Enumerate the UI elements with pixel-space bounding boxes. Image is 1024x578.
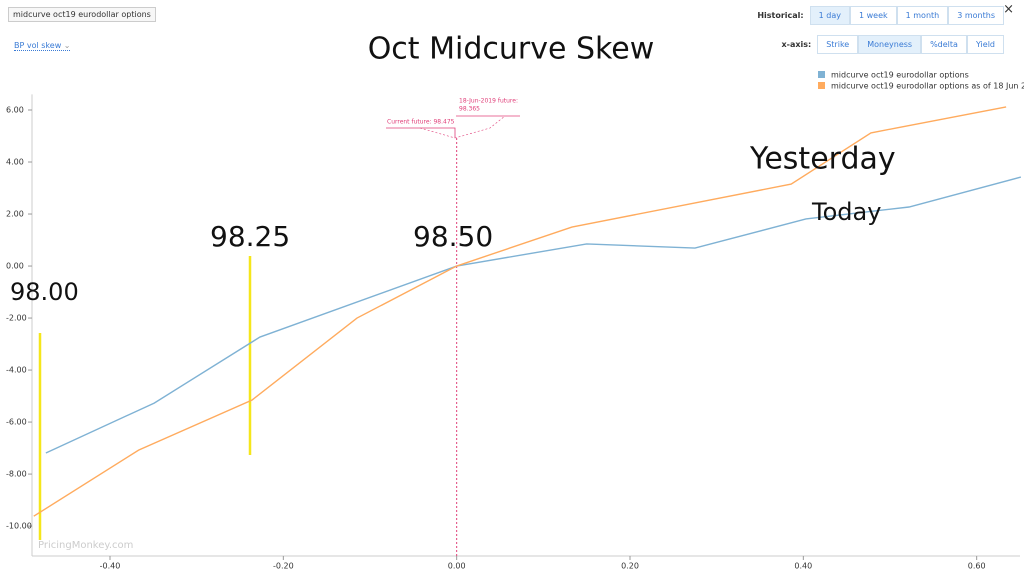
annotation: Yesterday (749, 142, 896, 177)
xaxis-btn[interactable]: Moneyness (858, 35, 922, 54)
x-tick-label: -0.40 (100, 562, 121, 571)
series-line (33, 106, 1007, 517)
chart-title: Oct Midcurve Skew (368, 32, 655, 67)
y-tick-label: 6.00 (6, 106, 24, 115)
measure: BP vol skew (14, 41, 62, 50)
annotation: Today (811, 198, 881, 226)
series-line (45, 176, 1022, 454)
annotation: 18-Jun-2019 future: (459, 98, 518, 105)
callout (419, 115, 506, 139)
x-tick-label: -0.20 (273, 562, 294, 571)
xaxis-btn[interactable]: Yield (966, 35, 1004, 54)
hist-btn[interactable]: 3 months (948, 6, 1004, 25)
xaxis-label: x-axis: (781, 40, 812, 49)
historical-bar: Historical: 1 day 1 week 1 month 3 month… (757, 6, 1004, 25)
close-button[interactable]: × (1003, 2, 1014, 17)
y-tick-label: -4.00 (6, 366, 27, 375)
caret: ⌄ (63, 41, 71, 50)
annotation: Current future: 98.475 (387, 119, 455, 126)
x-tick-label: 0.00 (448, 562, 466, 571)
option-selector[interactable]: midcurve oct19 eurodollar options (8, 7, 156, 22)
xaxis-bar: x-axis: Strike Moneyness %delta Yield (781, 35, 1004, 54)
x-tick-label: 0.40 (794, 562, 812, 571)
y-tick-label: 0.00 (6, 262, 24, 271)
y-tick-label: 4.00 (6, 158, 24, 167)
xaxis-btn[interactable]: %delta (921, 35, 967, 54)
y-tick-label: -10.00 (6, 522, 32, 531)
x-tick-label: 0.60 (968, 562, 986, 571)
legend-swatch (818, 82, 825, 89)
y-tick-label: 2.00 (6, 210, 24, 219)
watermark: PricingMonkey.com (38, 540, 133, 551)
xaxis-btn[interactable]: Strike (817, 35, 859, 54)
legend-swatch (818, 71, 825, 78)
y-tick-label: -8.00 (6, 470, 27, 479)
x-tick-label: 0.20 (621, 562, 639, 571)
y-tick-label: -6.00 (6, 418, 27, 427)
legend-label: midcurve oct19 eurodollar options as of … (831, 82, 1024, 91)
annotation: 98.50 (413, 220, 493, 253)
legend-label: midcurve oct19 eurodollar options (831, 71, 969, 80)
historical-label: Historical: (757, 11, 804, 20)
annotation: 98.25 (210, 220, 290, 253)
annotation: 98.365 (459, 106, 480, 113)
annotation: 98.00 (10, 278, 79, 306)
callout (386, 127, 456, 138)
measure-dropdown[interactable]: BP vol skew ⌄ (14, 41, 71, 51)
y-tick-label: -2.00 (6, 314, 27, 323)
hist-btn[interactable]: 1 month (896, 6, 949, 25)
hist-btn[interactable]: 1 day (809, 6, 850, 25)
hist-btn[interactable]: 1 week (849, 6, 897, 25)
